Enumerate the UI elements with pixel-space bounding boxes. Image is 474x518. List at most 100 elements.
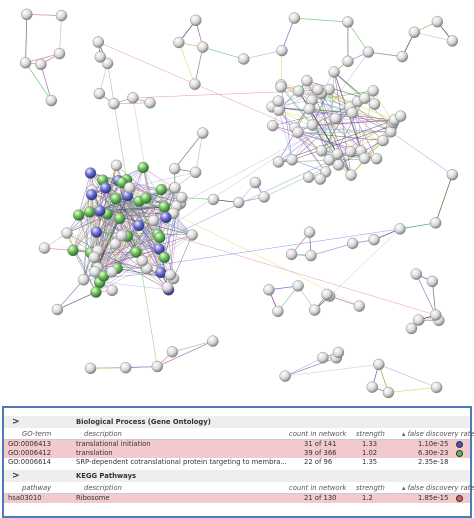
color-marker[interactable] [456, 495, 463, 502]
protein-node[interactable] [289, 13, 300, 24]
protein-node[interactable] [159, 201, 170, 212]
protein-node[interactable] [35, 59, 46, 70]
column-header[interactable]: false discovery rate [408, 430, 474, 438]
protein-node[interactable] [411, 269, 422, 280]
protein-node[interactable] [272, 306, 283, 317]
column-header[interactable]: strength [356, 430, 385, 439]
protein-node[interactable] [68, 245, 79, 256]
protein-node[interactable] [316, 145, 327, 156]
protein-node[interactable] [430, 217, 441, 228]
protein-node[interactable] [369, 234, 380, 245]
protein-node[interactable] [187, 230, 198, 241]
protein-node[interactable] [176, 192, 187, 203]
protein-node[interactable] [190, 167, 201, 178]
protein-node[interactable] [141, 193, 152, 204]
protein-node[interactable] [155, 267, 166, 278]
protein-node[interactable] [111, 160, 122, 171]
protein-node[interactable] [39, 243, 50, 254]
protein-node[interactable] [116, 230, 127, 241]
protein-node[interactable] [359, 93, 370, 104]
protein-node[interactable] [170, 182, 181, 193]
protein-node[interactable] [304, 103, 315, 114]
protein-node[interactable] [100, 183, 111, 194]
protein-node[interactable] [106, 266, 117, 277]
protein-node[interactable] [286, 249, 297, 260]
protein-node[interactable] [363, 47, 374, 58]
protein-node[interactable] [85, 363, 96, 374]
protein-node[interactable] [276, 45, 287, 56]
protein-node[interactable] [78, 274, 89, 285]
protein-node[interactable] [293, 280, 304, 291]
section-header[interactable]: >KEGG Pathways [4, 470, 470, 482]
protein-node[interactable] [293, 86, 304, 97]
protein-node[interactable] [189, 79, 200, 90]
protein-node[interactable] [307, 120, 318, 131]
protein-node[interactable] [138, 162, 149, 173]
protein-node[interactable] [431, 382, 442, 393]
protein-node[interactable] [330, 113, 341, 124]
protein-node[interactable] [395, 111, 406, 122]
protein-node[interactable] [56, 10, 67, 21]
protein-node[interactable] [91, 227, 102, 238]
section-header[interactable]: >Biological Process (Gene Ontology) [4, 416, 470, 428]
protein-node[interactable] [114, 213, 125, 224]
protein-node[interactable] [127, 92, 138, 103]
protein-node[interactable] [432, 16, 443, 27]
protein-node[interactable] [259, 192, 270, 203]
protein-node[interactable] [95, 205, 106, 216]
protein-node[interactable] [397, 51, 408, 62]
protein-node[interactable] [85, 168, 96, 179]
table-row[interactable]: GO:0006614 SRP-dependent cotranslational… [4, 458, 470, 467]
column-header[interactable]: false discovery rate [408, 484, 474, 492]
protein-node[interactable] [447, 169, 458, 180]
protein-node[interactable] [373, 359, 384, 370]
protein-node[interactable] [267, 120, 278, 131]
protein-node[interactable] [263, 284, 274, 295]
column-header[interactable]: description [84, 484, 122, 493]
table-row[interactable]: GO:0006412 translation 39 of 366 1.02 6.… [4, 449, 470, 458]
protein-node[interactable] [120, 362, 131, 373]
protein-node[interactable] [383, 387, 394, 398]
protein-node[interactable] [306, 250, 317, 261]
protein-node[interactable] [190, 15, 201, 26]
protein-node[interactable] [208, 194, 219, 205]
protein-node[interactable] [107, 285, 118, 296]
protein-node[interactable] [430, 309, 441, 320]
protein-node[interactable] [293, 127, 304, 138]
protein-node[interactable] [309, 305, 320, 316]
protein-node[interactable] [61, 228, 72, 239]
protein-node[interactable] [342, 56, 353, 67]
protein-node[interactable] [304, 227, 315, 238]
protein-node[interactable] [427, 276, 438, 287]
protein-node[interactable] [197, 128, 208, 139]
protein-node[interactable] [167, 346, 178, 357]
column-header[interactable]: GO-term [22, 430, 51, 439]
protein-node[interactable] [109, 98, 120, 109]
protein-node[interactable] [322, 289, 333, 300]
protein-node[interactable] [152, 361, 163, 372]
protein-node[interactable] [369, 99, 380, 110]
protein-node[interactable] [345, 146, 356, 157]
protein-node[interactable] [89, 252, 100, 263]
protein-node[interactable] [156, 184, 167, 195]
protein-node[interactable] [169, 163, 180, 174]
column-header[interactable]: count in network [289, 430, 346, 439]
protein-node[interactable] [21, 9, 32, 20]
protein-node[interactable] [359, 153, 370, 164]
protein-node[interactable] [354, 301, 365, 312]
protein-node[interactable] [301, 75, 312, 86]
protein-node[interactable] [347, 107, 358, 118]
protein-node[interactable] [162, 282, 173, 293]
protein-node[interactable] [317, 352, 328, 363]
protein-node[interactable] [207, 336, 218, 347]
protein-node[interactable] [273, 157, 284, 168]
protein-node[interactable] [332, 149, 343, 160]
protein-node[interactable] [367, 382, 378, 393]
protein-node[interactable] [160, 212, 171, 223]
protein-node[interactable] [52, 304, 63, 315]
protein-node[interactable] [133, 220, 144, 231]
protein-node[interactable] [378, 135, 389, 146]
protein-node[interactable] [95, 51, 106, 62]
protein-node[interactable] [94, 88, 105, 99]
protein-node[interactable] [54, 48, 65, 59]
